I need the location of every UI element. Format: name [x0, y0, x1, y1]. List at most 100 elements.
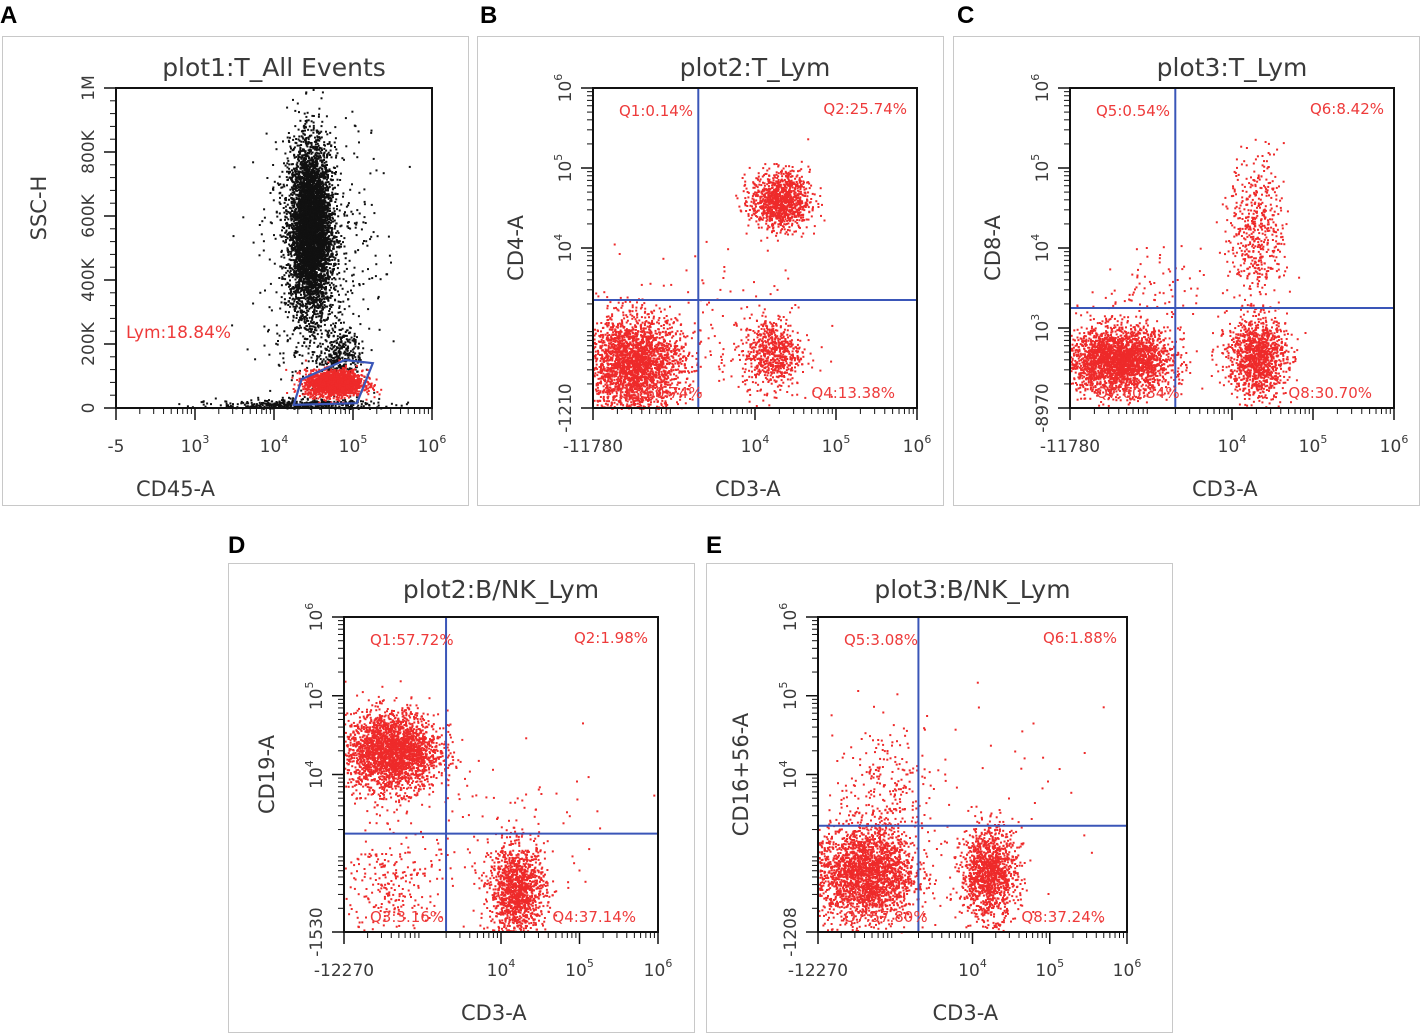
data-point [323, 197, 326, 200]
data-point [290, 226, 293, 229]
data-point [290, 217, 293, 220]
data-point [290, 224, 293, 227]
data-point [297, 281, 300, 283]
data-point [284, 197, 287, 199]
data-point [299, 205, 302, 208]
data-point [311, 181, 314, 184]
data-point [329, 303, 332, 306]
data-point [332, 220, 335, 223]
data-point [300, 293, 302, 296]
data-point [295, 168, 298, 171]
data-point [293, 204, 296, 207]
data-point [319, 252, 322, 255]
data-point [306, 142, 309, 145]
data-point [293, 300, 296, 303]
data-point [319, 256, 322, 259]
data-point [298, 189, 301, 191]
data-point [286, 166, 289, 169]
data-point [335, 171, 337, 173]
data-point [305, 115, 308, 118]
data-point [287, 224, 290, 227]
data-point [294, 226, 297, 229]
data-point [303, 286, 306, 289]
data-point [283, 274, 286, 277]
data-point [327, 195, 330, 198]
data-point [335, 238, 338, 241]
data-point [302, 140, 305, 143]
data-point [288, 198, 290, 201]
data-point [323, 237, 325, 240]
data-point [327, 218, 329, 221]
data-point [289, 211, 292, 214]
data-point [320, 161, 323, 164]
data-point [323, 141, 326, 144]
data-point [312, 147, 315, 150]
data-point [321, 268, 324, 271]
data-point [292, 184, 295, 187]
data-point [312, 214, 314, 216]
data-point [282, 277, 285, 280]
data-point [288, 250, 291, 253]
data-point [292, 314, 295, 317]
data-point [270, 222, 273, 225]
data-point [294, 213, 297, 216]
data-point [330, 156, 333, 159]
data-point [307, 310, 310, 313]
data-point [303, 293, 306, 296]
data-point [308, 156, 310, 159]
data-point [305, 180, 308, 183]
data-point [280, 301, 283, 304]
data-point [313, 173, 316, 176]
data-point [292, 213, 295, 216]
data-point [301, 254, 304, 257]
data-point [320, 214, 322, 217]
data-point [330, 255, 333, 258]
data-point [337, 241, 340, 244]
data-point [312, 269, 315, 272]
data-point [306, 242, 309, 245]
data-point [340, 245, 342, 248]
data-point [296, 187, 299, 190]
data-point [314, 263, 317, 266]
data-point [302, 274, 304, 277]
data-point [318, 185, 321, 188]
data-point [304, 305, 307, 307]
data-point [306, 249, 309, 252]
data-point [327, 229, 330, 231]
data-point [304, 122, 307, 125]
data-point [289, 214, 292, 217]
data-point [296, 255, 299, 258]
data-point [288, 271, 291, 274]
data-point [311, 302, 314, 305]
data-point [314, 251, 317, 254]
data-point [290, 259, 293, 262]
panel-letter-d: D [228, 532, 245, 560]
data-point [326, 153, 329, 156]
data-point [291, 209, 294, 212]
data-point [318, 204, 321, 206]
data-point [315, 170, 318, 173]
data-point [313, 341, 316, 344]
data-point [303, 195, 306, 198]
data-point [294, 209, 297, 212]
data-point [290, 219, 293, 222]
data-point [340, 203, 343, 206]
data-point [308, 125, 311, 128]
data-point [294, 306, 297, 308]
data-point [293, 243, 295, 246]
data-point [282, 207, 285, 209]
data-point [312, 255, 315, 258]
data-point [307, 352, 310, 355]
data-point [321, 149, 323, 152]
y-axis-label: SSC-H [27, 176, 51, 241]
data-point [306, 176, 309, 179]
data-point [325, 115, 328, 118]
data-point [325, 260, 328, 263]
data-point [312, 124, 315, 127]
data-point [310, 270, 313, 273]
data-point [306, 270, 309, 273]
data-point [319, 192, 322, 195]
data-point [310, 120, 313, 123]
data-point [285, 229, 288, 232]
data-point [290, 231, 293, 234]
